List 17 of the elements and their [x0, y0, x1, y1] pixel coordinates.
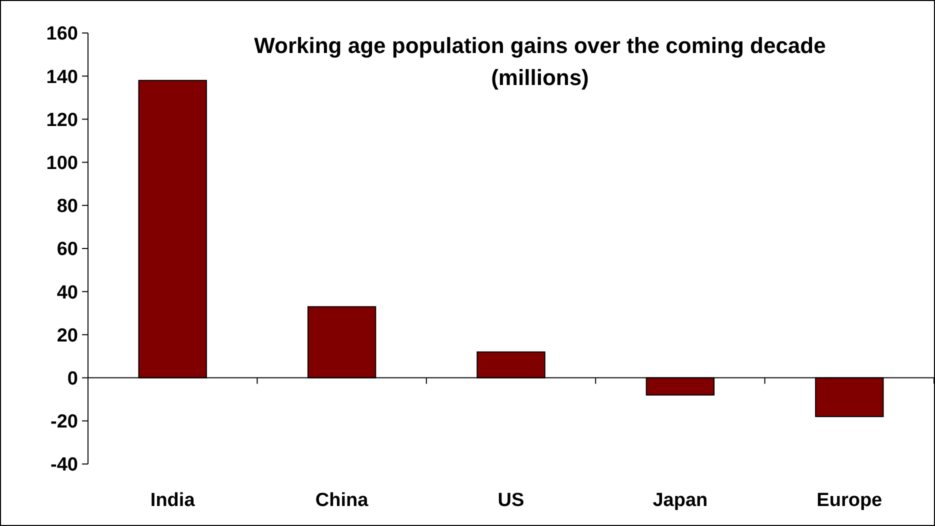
x-tick-label: US [498, 490, 524, 511]
text: Working age population gains over the coming decade (millions) [254, 33, 826, 90]
x-tick-label: Japan [652, 490, 708, 511]
y-tick-label: 120 [46, 110, 78, 131]
x-tick-label: China [315, 490, 369, 511]
y-tick-label: 40 [56, 282, 78, 304]
y-tick-label: 160 [46, 24, 78, 45]
y-tick-label: -20 [50, 412, 78, 433]
y-tick-label: 80 [56, 196, 78, 218]
y-tick-label: 60 [56, 239, 78, 260]
y-tick-label: 20 [56, 325, 78, 346]
y-tick-label: 100 [46, 152, 78, 174]
y-tick-label: -40 [50, 454, 78, 476]
y-tick-label: 0 [67, 368, 78, 390]
x-tick-label: India [150, 490, 196, 511]
y-tick-label: 140 [46, 66, 78, 88]
x-tick-label: Europe [816, 490, 882, 511]
